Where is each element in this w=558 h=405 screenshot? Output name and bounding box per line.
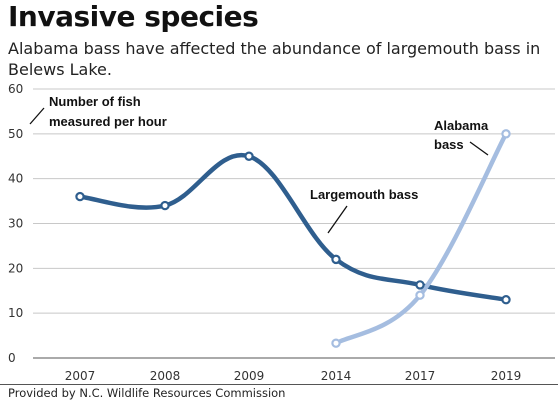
y-tick-label: 40 [8, 172, 23, 186]
data-point-largemouth [75, 191, 85, 202]
series-label-alabama-line-1: Alabama [434, 118, 489, 133]
data-point-alabama [501, 129, 511, 139]
y-tick-label: 20 [8, 261, 23, 275]
series-label-alabama-pointer [469, 141, 489, 156]
data-point-largemouth [331, 254, 341, 265]
x-tick-label: 2019 [491, 369, 522, 380]
x-axis-ticks: 2007 2008 2009 2014 2017 2019 [65, 369, 522, 380]
chart-subtitle: Alabama bass have affected the abundance… [8, 39, 541, 79]
data-point-alabama [331, 338, 341, 348]
y-axis-annotation-line-1: Number of fish [49, 94, 141, 109]
chart-title: Invasive species [8, 0, 259, 33]
series-label-largemouth-pointer [327, 205, 348, 234]
source-divider [0, 384, 558, 385]
y-axis-annotation-line-2: measured per hour [49, 114, 167, 129]
series-line-alabama [333, 131, 509, 346]
series-label-alabama-line-2: bass [434, 137, 464, 152]
data-point-largemouth [501, 295, 511, 305]
y-tick-label: 0 [8, 351, 16, 365]
x-tick-label: 2017 [405, 369, 436, 380]
x-tick-label: 2007 [65, 369, 96, 380]
x-tick-label: 2008 [150, 369, 181, 380]
x-tick-label: 2009 [234, 369, 265, 380]
gridlines [33, 88, 555, 359]
source-credit: Provided by N.C. Wildlife Resources Comm… [8, 386, 286, 400]
series-label-largemouth: Largemouth bass [310, 187, 418, 202]
y-axis-ticks: 0 10 20 30 40 50 60 [8, 82, 23, 365]
series-lines [77, 131, 509, 346]
y-tick-label: 60 [8, 82, 23, 96]
y-axis-annotation-pointer [29, 107, 45, 125]
line-chart: 0 10 20 30 40 50 60 2007 2008 2009 2014 2017 2019 N… [8, 82, 555, 380]
y-tick-label: 50 [8, 127, 23, 141]
data-point-largemouth [415, 280, 425, 290]
y-tick-label: 10 [8, 306, 23, 320]
data-point-largemouth [160, 200, 170, 211]
data-point-largemouth [244, 151, 254, 161]
y-tick-label: 30 [8, 217, 23, 231]
series-line-largemouth [77, 152, 509, 302]
x-tick-label: 2014 [321, 369, 352, 380]
data-point-alabama [415, 290, 425, 300]
series-points [75, 129, 511, 348]
